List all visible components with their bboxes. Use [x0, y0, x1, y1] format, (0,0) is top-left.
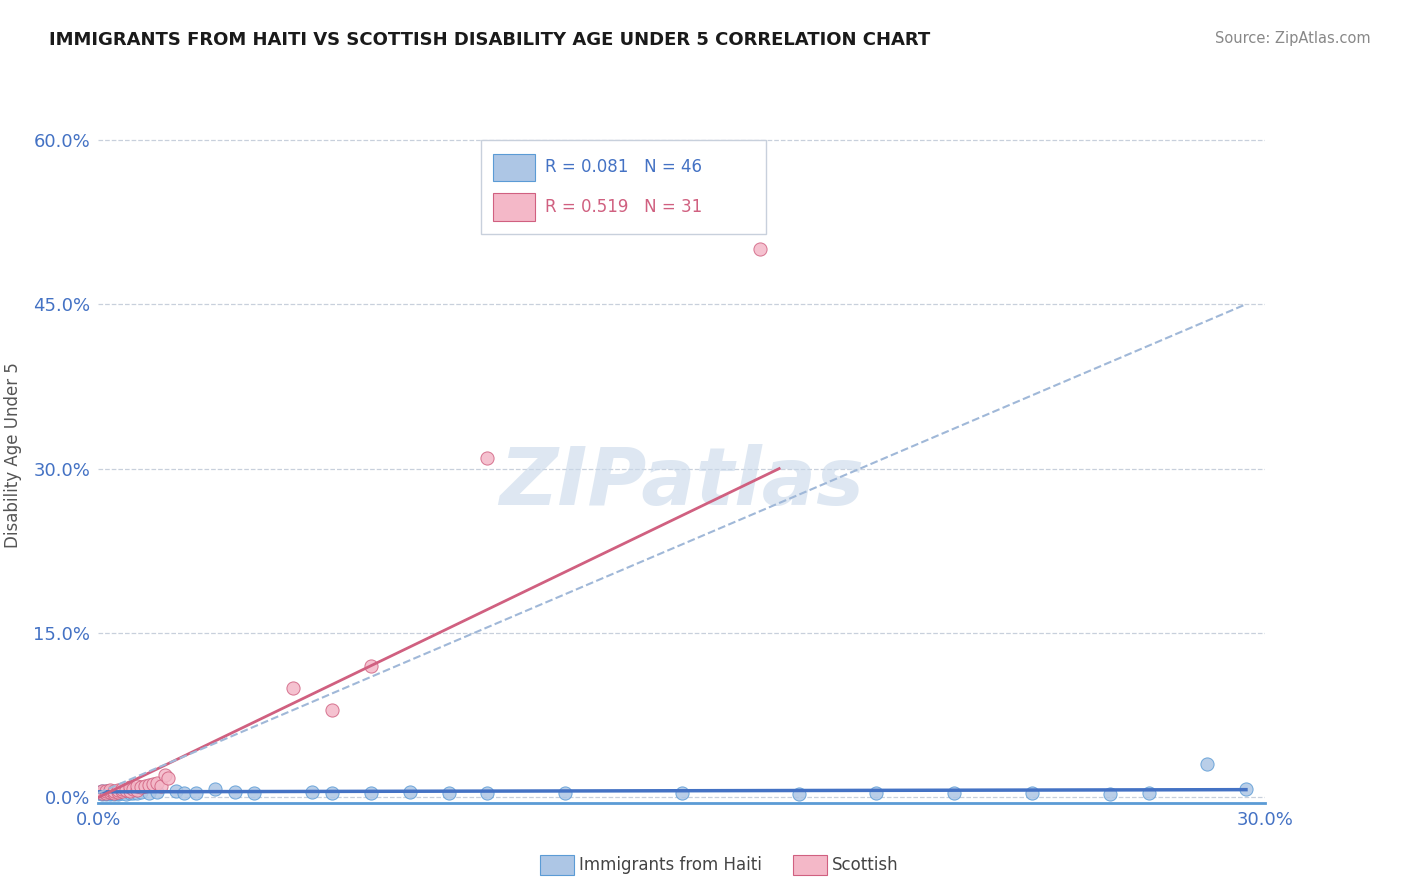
Point [91, 783, 114, 797]
Point [134, 780, 156, 794]
Point [477, 450, 499, 465]
Point [87, 786, 110, 800]
Point [1234, 781, 1257, 796]
Point [91, 787, 114, 801]
Point [91, 783, 114, 797]
Point [321, 703, 343, 717]
Point [281, 681, 304, 695]
Point [103, 785, 125, 799]
Text: ZIPatlas: ZIPatlas [499, 443, 865, 522]
Text: Source: ZipAtlas.com: Source: ZipAtlas.com [1215, 31, 1371, 46]
Point [96, 787, 118, 801]
Point [146, 785, 169, 799]
Point [98, 787, 121, 801]
Point [114, 782, 136, 797]
Point [103, 783, 125, 797]
Point [98, 785, 121, 799]
Point [1021, 786, 1043, 800]
Point [127, 780, 149, 794]
Point [129, 780, 152, 795]
Point [224, 785, 246, 799]
Point [127, 786, 149, 800]
Point [107, 786, 129, 800]
Point [111, 781, 134, 796]
Point [787, 787, 810, 801]
Point [301, 785, 323, 799]
Point [118, 780, 141, 795]
Point [1137, 786, 1160, 800]
Point [157, 771, 180, 785]
Point [96, 785, 118, 799]
Point [96, 786, 118, 800]
Point [91, 786, 114, 800]
Point [127, 782, 149, 797]
Point [437, 786, 460, 800]
Point [477, 786, 499, 800]
Point [111, 786, 134, 800]
Point [91, 785, 114, 799]
Point [1098, 787, 1121, 801]
Point [138, 778, 160, 792]
Point [184, 786, 207, 800]
Point [91, 786, 114, 800]
Point [98, 786, 121, 800]
Point [107, 782, 129, 797]
Text: R = 0.081   N = 46: R = 0.081 N = 46 [546, 158, 702, 176]
Point [118, 786, 141, 800]
Point [107, 787, 129, 801]
Point [122, 781, 145, 796]
Point [114, 787, 136, 801]
Point [165, 783, 187, 797]
Point [129, 785, 152, 799]
Point [96, 783, 118, 797]
Point [398, 785, 420, 799]
Point [107, 785, 129, 799]
Point [98, 782, 121, 797]
Point [865, 786, 887, 800]
Point [1195, 757, 1218, 772]
Point [96, 783, 118, 797]
Y-axis label: Disability Age Under 5: Disability Age Under 5 [4, 362, 22, 548]
Point [98, 785, 121, 799]
Text: Scottish: Scottish [832, 856, 898, 874]
Point [103, 786, 125, 800]
Point [360, 658, 382, 673]
Point [671, 786, 693, 800]
Point [173, 786, 195, 800]
Point [321, 786, 343, 800]
Point [748, 243, 770, 257]
Point [142, 777, 165, 791]
Point [146, 776, 169, 790]
Point [943, 786, 966, 800]
Point [149, 780, 172, 794]
Point [111, 783, 134, 797]
Point [243, 786, 266, 800]
Point [122, 786, 145, 800]
Text: Immigrants from Haiti: Immigrants from Haiti [579, 856, 762, 874]
Point [204, 781, 226, 796]
Text: R = 0.519   N = 31: R = 0.519 N = 31 [546, 198, 703, 216]
Text: IMMIGRANTS FROM HAITI VS SCOTTISH DISABILITY AGE UNDER 5 CORRELATION CHART: IMMIGRANTS FROM HAITI VS SCOTTISH DISABI… [49, 31, 931, 49]
Point [360, 786, 382, 800]
Point [554, 786, 576, 800]
Point [153, 768, 176, 782]
Point [138, 786, 160, 800]
Point [118, 783, 141, 797]
Point [103, 787, 125, 801]
Point [96, 786, 118, 800]
